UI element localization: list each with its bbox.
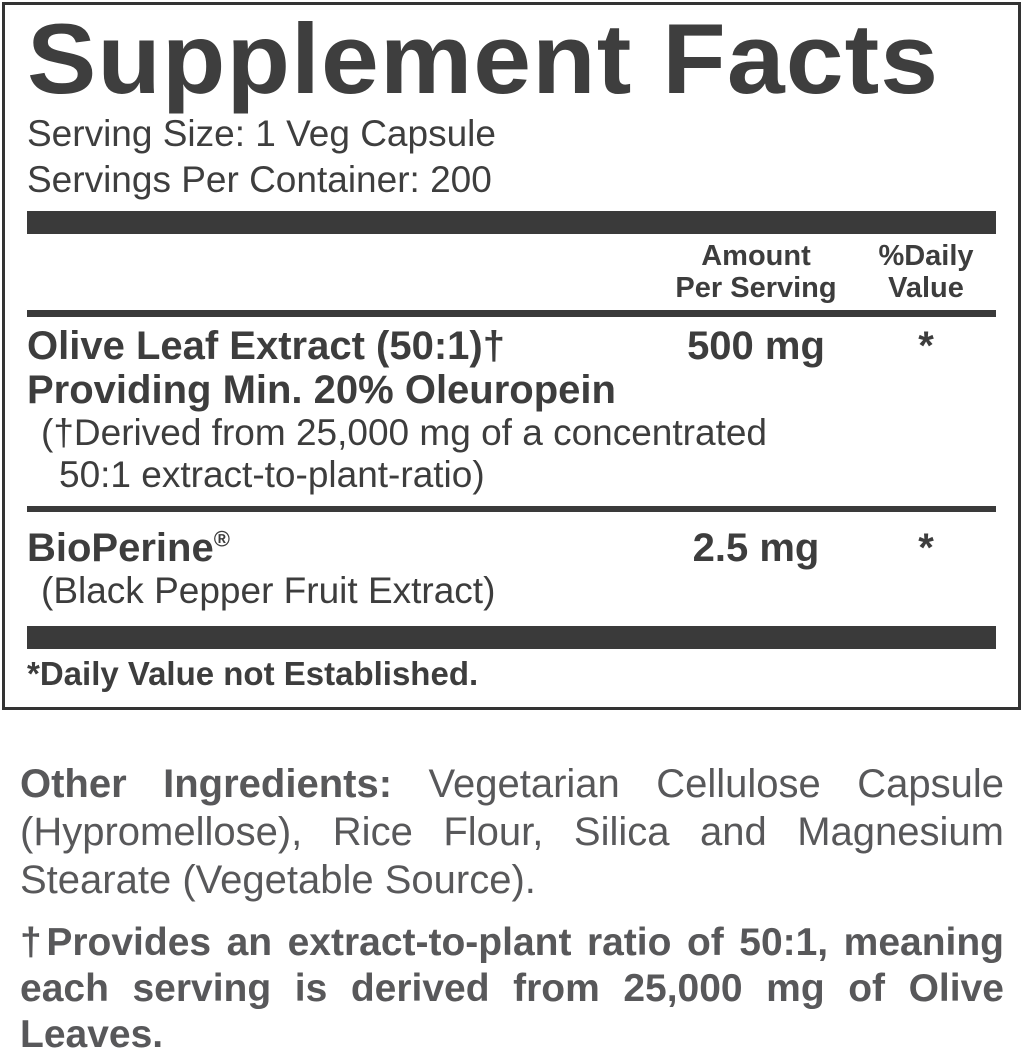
serving-size: Serving Size: 1 Veg Capsule — [27, 113, 496, 154]
ingredient-name-text: BioPerine — [27, 526, 214, 570]
serving-info: Serving Size: 1 Veg Capsule Servings Per… — [27, 111, 996, 203]
daily-value-footnote: *Daily Value not Established. — [27, 655, 479, 692]
extract-ratio-note: †Provides an extract-to-plant ratio of 5… — [20, 921, 1004, 1056]
ingredient-daily-value: * — [918, 324, 934, 368]
ingredient-subtitle: (Black Pepper Fruit Extract) — [41, 570, 496, 611]
section-bar-top — [27, 211, 996, 234]
ingredient-daily-value: * — [918, 526, 934, 570]
section-bar-bottom — [27, 626, 996, 649]
label-bottom-section: Other Ingredients: Vegetarian Cellulose … — [0, 760, 1024, 1058]
ingredient-subtitle: Providing Min. 20% Oleuropein — [27, 368, 616, 412]
ingredient-row-olive-leaf: Olive Leaf Extract (50:1)† 500 mg * — [27, 324, 996, 368]
other-ingredients-paragraph: Other Ingredients: Vegetarian Cellulose … — [20, 760, 1004, 904]
other-ingredients-text: Vegetarian Cellulose Capsule (Hypromello… — [20, 762, 1004, 902]
ingredient-name: Olive Leaf Extract (50:1)† — [27, 324, 505, 368]
ingredient-note-line2: 50:1 extract-to-plant-ratio) — [59, 454, 485, 495]
other-ingredients-label: Other Ingredients: — [20, 762, 393, 806]
panel-title: Supplement Facts — [27, 3, 940, 114]
ingredient-amount: 500 mg — [687, 324, 825, 368]
ingredient-amount: 2.5 mg — [692, 526, 820, 570]
ingredient-row-bioperine: BioPerine® 2.5 mg * — [27, 526, 996, 570]
header-underline — [27, 310, 996, 317]
supplement-facts-panel: Supplement Facts Serving Size: 1 Veg Cap… — [2, 2, 1021, 710]
column-header-row: Amount Per Serving %Daily Value — [27, 240, 996, 304]
ingredient-note-line1: (†Derived from 25,000 mg of a concentrat… — [41, 412, 767, 453]
registered-trademark-symbol: ® — [213, 526, 230, 552]
ingredient-name: BioPerine® — [27, 526, 656, 570]
servings-per-container: Servings Per Container: 200 — [27, 159, 492, 200]
column-header-amount: Amount Per Serving — [675, 240, 837, 304]
row-divider — [27, 506, 996, 512]
column-header-daily-value: %Daily Value — [878, 240, 974, 304]
